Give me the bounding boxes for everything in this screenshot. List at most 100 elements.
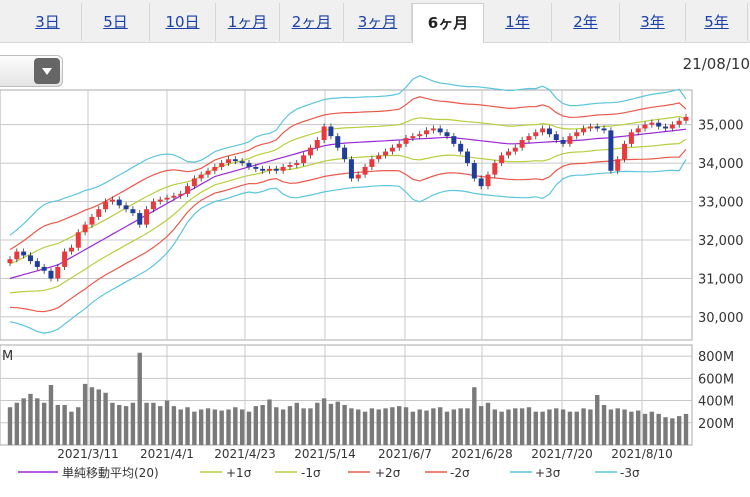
candle-body [417, 134, 423, 137]
volume-bar [615, 408, 620, 445]
tab-6[interactable]: 3ヶ月 [344, 3, 412, 41]
price-y-tick: 33,000 [698, 196, 744, 211]
volume-bar [636, 410, 641, 445]
volume-bar [130, 402, 136, 445]
tab-4[interactable]: 1ヶ月 [216, 3, 280, 41]
tab-1[interactable]: 3日 [14, 3, 82, 41]
candle-body [307, 147, 313, 156]
candle-body [321, 126, 327, 140]
candle-body [253, 166, 259, 169]
period-tabs: 3日 5日 10日 1ヶ月 2ヶ月 3ヶ月 6ヶ月 1年 2年 3年 5年 [0, 0, 750, 43]
candle-body [68, 247, 74, 252]
volume-bar [608, 409, 614, 445]
candle-body [464, 151, 470, 164]
volume-bar [41, 402, 47, 445]
candle-body [348, 159, 354, 179]
volume-bar [390, 407, 395, 445]
volume-bar [239, 409, 245, 445]
volume-bar [683, 413, 689, 445]
candle-body [396, 143, 402, 148]
tab-3[interactable]: 10日 [150, 3, 216, 41]
candle-body [246, 163, 252, 167]
tab-10[interactable]: 3年 [620, 3, 686, 41]
moving-average-line [9, 128, 687, 280]
chevron-down-icon[interactable] [34, 58, 60, 84]
price-y-tick: 35,000 [698, 119, 744, 134]
volume-bar [21, 398, 26, 445]
candle-body [485, 174, 491, 187]
legend-label: +3σ [535, 466, 561, 480]
band-plus-3sigma [9, 75, 687, 236]
price-y-tick: 31,000 [698, 272, 744, 287]
volume-bar [499, 411, 504, 445]
volume-y-tick: 400M [698, 395, 734, 410]
candle-body [369, 159, 375, 167]
volume-bar [581, 408, 586, 445]
volume-bar [192, 411, 197, 445]
volume-bar [663, 417, 668, 445]
legend-label: +2σ [375, 466, 401, 480]
legend-label: 単純移動平均(20) [62, 466, 159, 480]
indicator-select[interactable] [0, 55, 63, 87]
candle-body [171, 195, 177, 198]
volume-bar [588, 409, 593, 445]
x-tick-label: 2021/4/1 [140, 447, 194, 461]
volume-bar [219, 410, 224, 445]
x-tick-label: 2021/5/14 [294, 447, 356, 461]
volume-bar [622, 409, 627, 445]
volume-bar [397, 406, 402, 445]
volume-bar [35, 398, 40, 445]
price-y-tick: 32,000 [698, 234, 744, 249]
tab-8[interactable]: 1年 [484, 3, 552, 41]
tab-9[interactable]: 2年 [552, 3, 620, 41]
volume-bar [383, 408, 388, 445]
candle-body [601, 128, 607, 131]
tab-11[interactable]: 5年 [686, 3, 748, 41]
tab-5[interactable]: 2ヶ月 [280, 3, 344, 41]
candle-body [116, 199, 122, 206]
x-tick-label: 2021/8/10 [611, 447, 673, 461]
candle-body [294, 163, 300, 165]
volume-bar [328, 403, 334, 445]
tab-7[interactable]: 6ヶ月 [412, 3, 484, 43]
candle-body [608, 130, 614, 171]
volume-bar [315, 402, 320, 445]
volume-bar [519, 408, 525, 445]
candle-body [389, 147, 395, 152]
volume-bar [260, 405, 265, 445]
candle-body [628, 132, 634, 144]
candle-body [150, 201, 156, 210]
volume-bar [137, 352, 142, 445]
volume-y-tick: 800M [698, 350, 734, 365]
candle-body [273, 168, 279, 171]
volume-bar [526, 407, 532, 445]
candle-body [41, 266, 47, 271]
candle-body [191, 178, 197, 187]
candle-body [144, 209, 150, 225]
chart-date: 21/08/10 [682, 55, 750, 73]
candle-body [492, 163, 498, 175]
candle-body [328, 126, 334, 137]
candle-body [574, 132, 580, 137]
candle-body [287, 165, 293, 167]
tab-2[interactable]: 5日 [82, 3, 150, 41]
candle-body [444, 132, 450, 137]
volume-bar [89, 387, 95, 445]
volume-bar [506, 409, 511, 445]
volume-bar [560, 409, 566, 445]
volume-bar [7, 407, 13, 445]
volume-bar [28, 393, 33, 445]
candle-body [342, 147, 348, 160]
candle-body [587, 126, 593, 129]
volume-unit-label: M [2, 349, 13, 364]
volume-bar [253, 406, 259, 445]
volume-bar [280, 409, 286, 445]
candle-body [560, 140, 566, 144]
candle-body [567, 136, 573, 144]
volume-bar [14, 402, 20, 445]
candle-body [314, 140, 320, 148]
candle-body [533, 132, 539, 137]
volume-bar [670, 418, 675, 445]
candle-body [656, 122, 662, 127]
